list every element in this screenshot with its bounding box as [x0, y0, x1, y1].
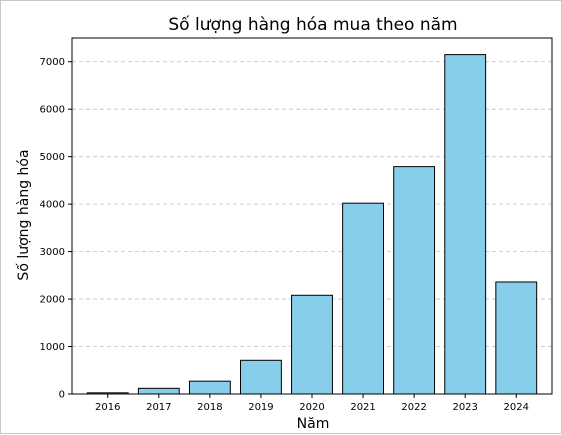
- x-tick-label: 2018: [197, 402, 222, 413]
- y-tick-label: 7000: [40, 57, 65, 68]
- bar-2019: [240, 359, 282, 395]
- x-tick-label: 2022: [401, 402, 426, 413]
- bar-2017: [137, 387, 180, 395]
- bar-2020: [291, 294, 333, 395]
- y-tick-label: 3000: [40, 247, 65, 258]
- bar-2022: [393, 166, 436, 395]
- x-tick-label: 2021: [350, 402, 375, 413]
- bar-2018: [188, 380, 231, 395]
- x-tick-label: 2016: [95, 402, 120, 413]
- y-tick-label: 6000: [40, 105, 65, 116]
- x-tick-label: 2024: [504, 402, 529, 413]
- bar-2023: [444, 54, 487, 395]
- plot-area-border: [71, 37, 553, 395]
- x-axis-label: Năm: [297, 416, 330, 432]
- y-tick-label: 2000: [40, 295, 65, 306]
- y-tick-label: 5000: [40, 152, 65, 163]
- bars: [86, 54, 538, 395]
- y-tick-label: 4000: [40, 200, 65, 211]
- bar-2021: [342, 202, 384, 395]
- bar-2024: [495, 281, 538, 395]
- y-tick-label: 1000: [40, 342, 65, 353]
- chart-title: Số lượng hàng hóa mua theo năm: [168, 14, 457, 35]
- x-tick-label: 2023: [452, 402, 477, 413]
- y-axis-label: Số lượng hàng hóa: [15, 149, 32, 280]
- y-tick-label: 0: [59, 390, 65, 401]
- x-tick-label: 2019: [248, 402, 273, 413]
- x-tick-label: 2017: [146, 402, 171, 413]
- ticks: 0 1000 2000 3000 4000 5000 6000 7000 2016 2017 201…: [40, 57, 529, 413]
- x-tick-label: 2020: [299, 402, 324, 413]
